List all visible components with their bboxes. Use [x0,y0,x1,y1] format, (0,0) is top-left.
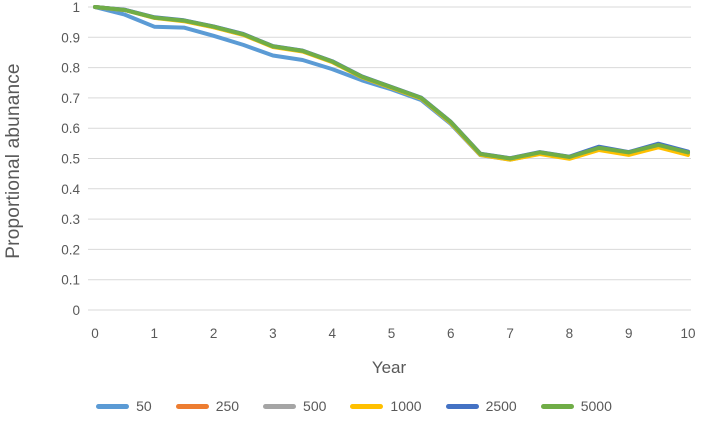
legend-label: 50 [136,398,152,414]
x-axis-title: Year [371,358,407,377]
legend: 50 250 500 1000 2500 5000 [0,394,708,418]
legend-item-50: 50 [96,398,152,414]
y-tick-label: 0.1 [61,273,80,288]
x-tick-label: 4 [328,326,336,341]
legend-item-1000: 1000 [350,398,422,414]
series-line-5000 [93,5,690,161]
y-axis-title: Proportional abunance [3,63,24,259]
y-tick-label: 0.2 [61,242,80,257]
series-line-1000 [93,5,690,162]
x-tick-label: 7 [506,326,514,341]
legend-line-swatch [445,403,479,409]
y-tick-label: 0.3 [61,212,80,227]
y-tick-label: 0.4 [61,182,80,197]
y-tick-label: 0.7 [61,91,80,106]
y-tick-label: 0.5 [61,152,80,167]
legend-line-swatch [350,403,384,409]
x-tick-label: 10 [680,326,695,341]
x-tick-label: 3 [269,326,277,341]
legend-line-swatch [175,403,209,409]
y-tick-label: 0 [72,303,80,318]
x-tick-label: 9 [625,326,633,341]
legend-label: 2500 [485,398,517,414]
x-tick-label: 1 [151,326,159,341]
series-line-50 [93,5,690,162]
legend-line-swatch [263,403,297,409]
y-tick-label: 0.6 [61,121,80,136]
legend-item-500: 500 [263,398,326,414]
legend-label: 250 [215,398,240,414]
x-tick-label: 5 [388,326,396,341]
x-tick-label: 2 [210,326,218,341]
y-tick-label: 1 [72,0,80,15]
legend-item-250: 250 [175,398,240,414]
legend-item-5000: 5000 [540,398,612,414]
legend-label: 5000 [580,398,612,414]
legend-line-swatch [96,403,130,409]
x-tick-label: 0 [91,326,99,341]
x-tick-label: 6 [447,326,455,341]
series-line-250 [93,5,690,161]
y-tick-label: 0.9 [61,30,80,45]
legend-label: 500 [303,398,327,414]
y-tick-label: 0.8 [61,61,80,76]
legend-label: 1000 [390,398,422,414]
legend-line-swatch [540,403,574,409]
x-tick-label: 8 [566,326,574,341]
legend-item-2500: 2500 [445,398,517,414]
series-line-500 [93,5,690,161]
